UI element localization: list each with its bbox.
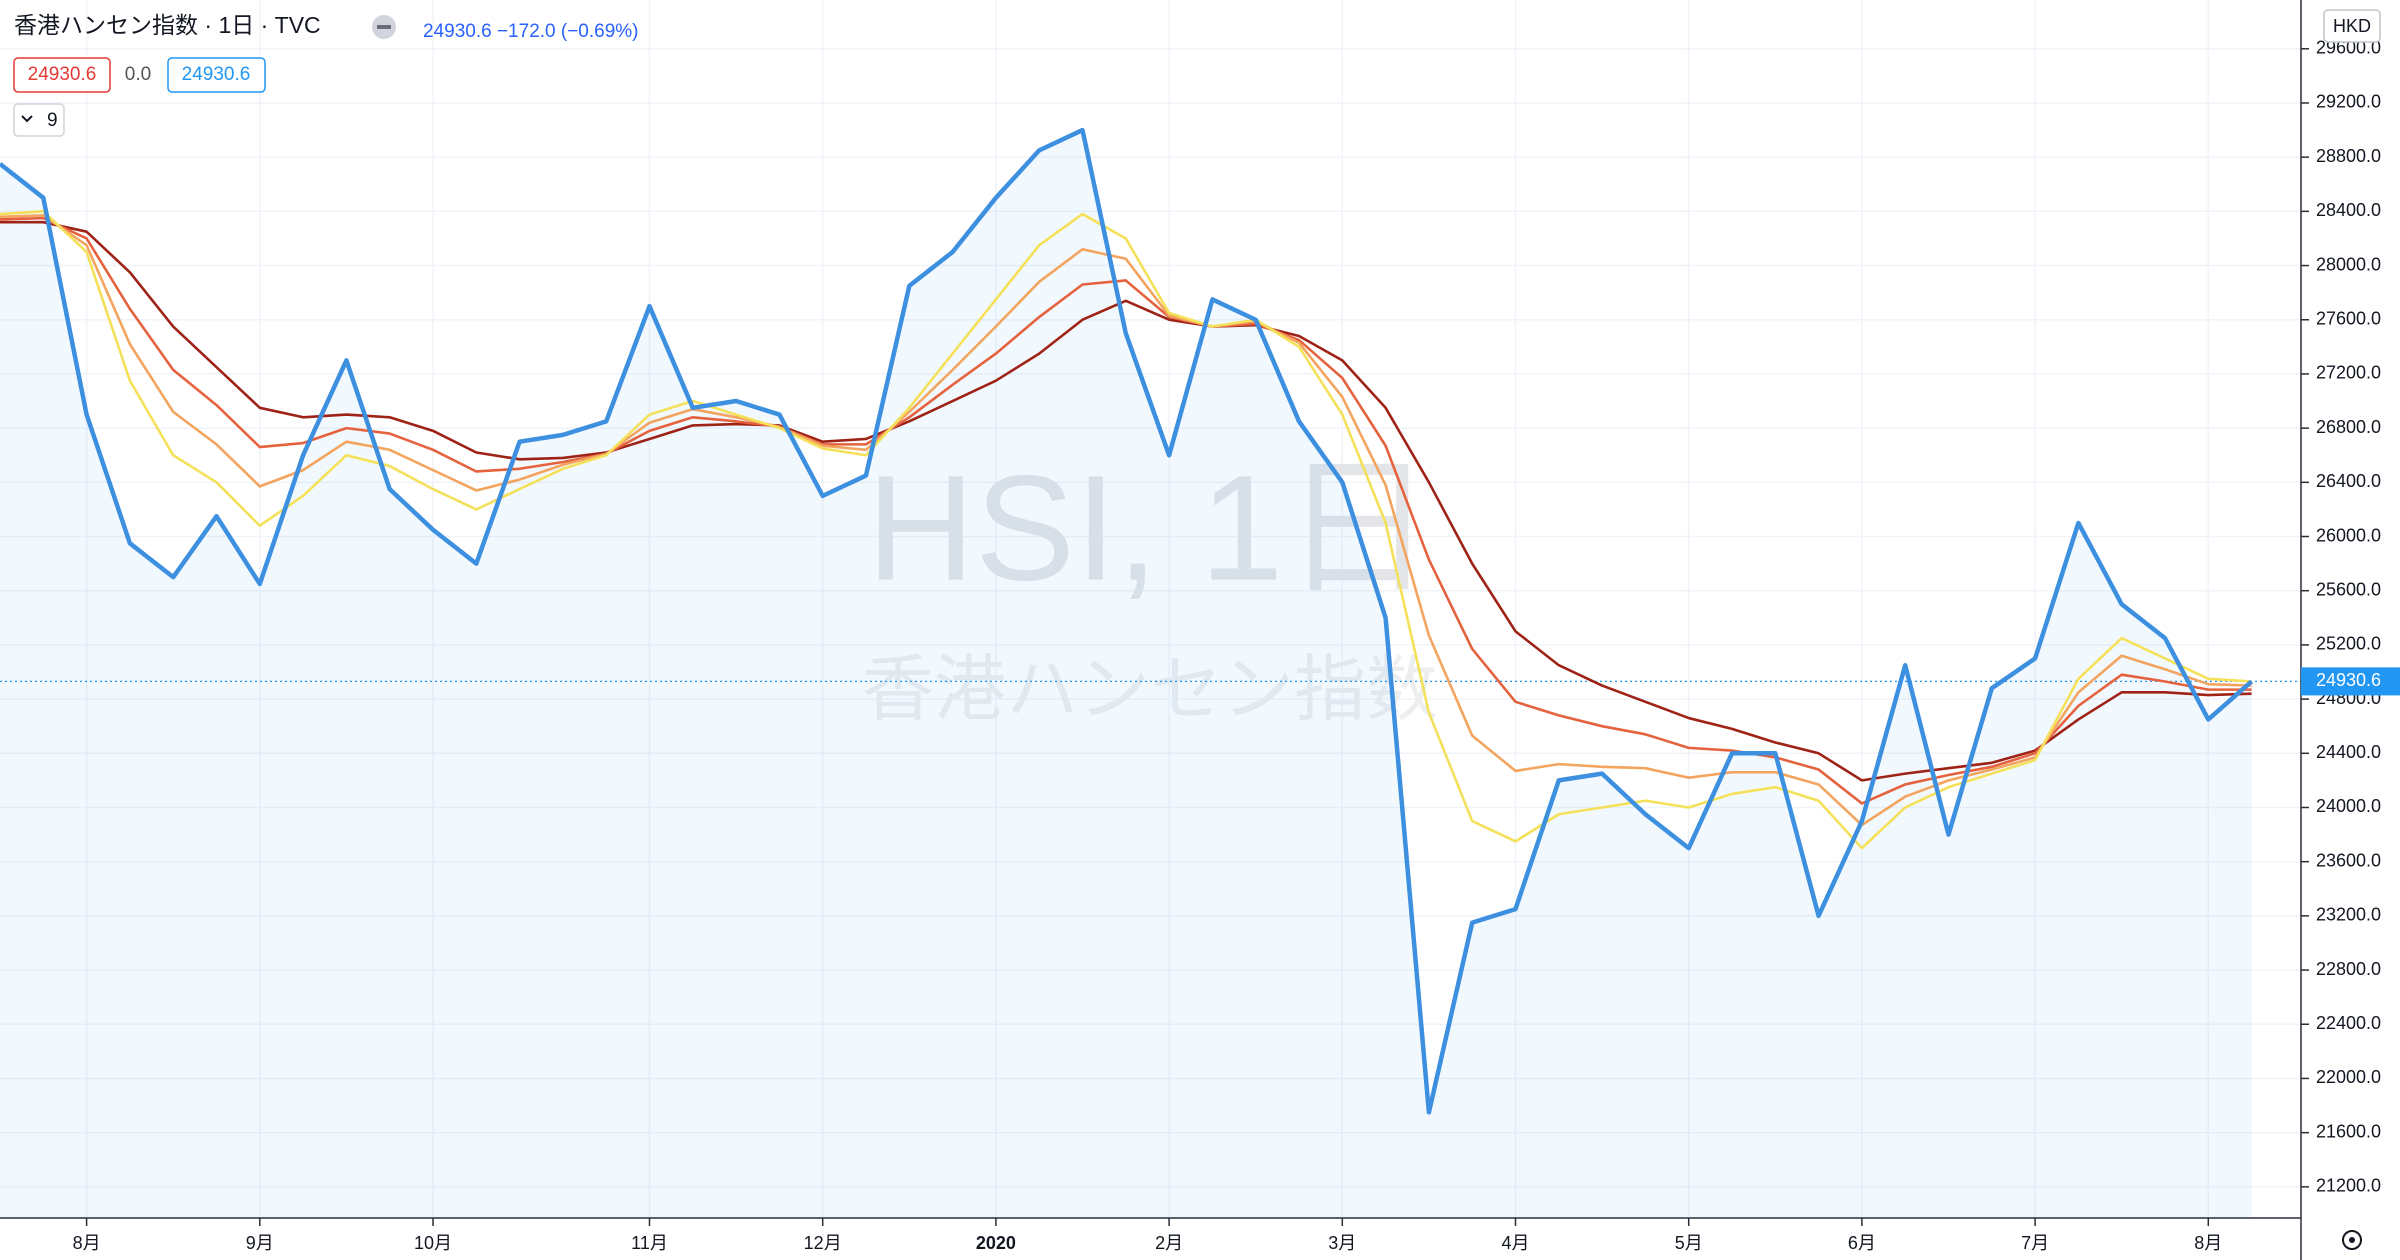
last-price-box bbox=[2301, 667, 2400, 696]
y-tick-label: 25600.0 bbox=[2316, 579, 2381, 599]
y-tick-label: 21200.0 bbox=[2316, 1176, 2381, 1196]
y-tick-label: 22400.0 bbox=[2316, 1013, 2381, 1033]
y-tick-label: 27200.0 bbox=[2316, 363, 2381, 383]
indicator-value: 24930.6 bbox=[28, 64, 97, 85]
x-tick-label: 2月 bbox=[1155, 1233, 1183, 1253]
quote: 24930.6 −172.0 (−0.69%) bbox=[423, 21, 639, 42]
x-tick-label: 4月 bbox=[1501, 1233, 1529, 1253]
y-tick-label: 26400.0 bbox=[2316, 471, 2381, 491]
x-tick-label: 2020 bbox=[976, 1233, 1016, 1253]
axes: 21200.0 21600.0 22000.0 22400.0 22800.0 23200… bbox=[73, 38, 2400, 1253]
y-tick-label: 28800.0 bbox=[2316, 146, 2381, 166]
y-tick-label: 28400.0 bbox=[2316, 200, 2381, 220]
plot bbox=[0, 127, 2301, 1219]
y-tick-label: 22000.0 bbox=[2316, 1067, 2381, 1087]
x-tick-label: 10月 bbox=[414, 1233, 452, 1253]
indicator-value: 0.0 bbox=[125, 64, 151, 85]
ma-line bbox=[0, 210, 2252, 850]
y-tick-label: 23200.0 bbox=[2316, 905, 2381, 925]
y-tick-label: 26800.0 bbox=[2316, 417, 2381, 437]
x-tick-label: 3月 bbox=[1328, 1233, 1356, 1253]
x-tick-label: 9月 bbox=[246, 1233, 274, 1253]
price-line bbox=[0, 127, 2254, 1115]
y-tick-label: 22800.0 bbox=[2316, 959, 2381, 979]
y-tick-label: 25200.0 bbox=[2316, 634, 2381, 654]
gear-center bbox=[2349, 1237, 2355, 1243]
y-tick-label: 23600.0 bbox=[2316, 850, 2381, 870]
indicator-toggle[interactable] bbox=[13, 103, 65, 137]
currency-box[interactable] bbox=[2323, 9, 2381, 43]
y-tick-label: 24000.0 bbox=[2316, 796, 2381, 816]
indicator-box bbox=[167, 57, 266, 93]
x-tick-label: 5月 bbox=[1675, 1233, 1703, 1253]
chart-title: 香港ハンセン指数 · 1日 · TVC bbox=[14, 12, 321, 38]
x-tick-label: 12月 bbox=[804, 1233, 842, 1253]
ma-line bbox=[0, 220, 2252, 782]
y-tick-label: 29200.0 bbox=[2316, 92, 2381, 112]
chevron-icon bbox=[21, 115, 33, 123]
x-tick-label: 8月 bbox=[2194, 1233, 2222, 1253]
gear-ring bbox=[2342, 1230, 2362, 1250]
indicator-value: 24930.6 bbox=[182, 64, 251, 85]
price-area bbox=[0, 130, 2252, 1219]
x-tick-label: 11月 bbox=[631, 1233, 668, 1253]
y-tick-label: 26000.0 bbox=[2316, 525, 2381, 545]
y-tick-label: 21600.0 bbox=[2316, 1121, 2381, 1141]
y-tick-label: 28000.0 bbox=[2316, 254, 2381, 274]
x-tick-label: 7月 bbox=[2021, 1233, 2049, 1253]
ma-line bbox=[0, 216, 2252, 805]
last-price-label: 24930.6 bbox=[2316, 670, 2381, 690]
x-tick-label: 6月 bbox=[1848, 1233, 1876, 1253]
y-tick-label: 27600.0 bbox=[2316, 308, 2381, 328]
watermark-subtitle: 香港ハンセン指数 bbox=[862, 650, 1438, 730]
watermark: HSI, 1日 bbox=[867, 444, 1434, 612]
y-tick-label: 24400.0 bbox=[2316, 742, 2381, 762]
settings-icon[interactable] bbox=[2342, 1230, 2362, 1250]
x-tick-label: 8月 bbox=[73, 1233, 101, 1253]
grid bbox=[0, 0, 2301, 1218]
currency: HKD bbox=[2333, 16, 2371, 36]
indicator-count: 9 bbox=[47, 110, 58, 131]
collapse-icon bbox=[377, 25, 391, 29]
indicator-box bbox=[13, 57, 111, 93]
